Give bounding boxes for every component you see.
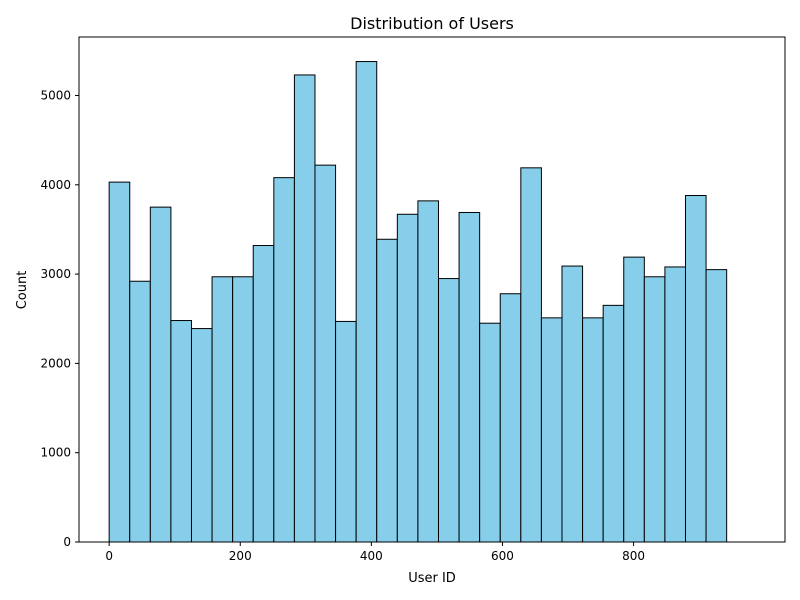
x-tick-label: 400	[360, 549, 383, 563]
histogram-bar	[190, 328, 213, 543]
y-tick-label: 5000	[40, 88, 71, 102]
histogram-bar	[664, 266, 686, 543]
histogram-bar	[314, 164, 337, 543]
histogram-bar	[540, 317, 563, 543]
histogram-bar	[561, 265, 584, 543]
histogram-bar	[335, 320, 357, 543]
histogram-bar	[417, 200, 439, 543]
histogram-bar	[684, 195, 707, 543]
histogram-bar	[232, 276, 254, 543]
histogram-bar	[499, 293, 522, 543]
histogram-bar	[108, 181, 131, 543]
x-tick-label: 600	[491, 549, 514, 563]
histogram-bar	[252, 245, 275, 543]
plot-frame	[78, 36, 786, 543]
y-tick-label: 3000	[40, 267, 71, 281]
histogram-bar	[643, 276, 666, 543]
x-axis-ticks: 0 200 400 600 800	[105, 542, 645, 563]
histogram-bar	[479, 322, 501, 543]
histogram-bar	[129, 280, 151, 543]
y-axis-ticks: 0 1000 2000 3000 4000 5000	[40, 88, 79, 549]
y-tick-label: 0	[63, 535, 71, 549]
y-tick-label: 2000	[40, 356, 71, 370]
histogram-bar	[458, 211, 481, 543]
x-tick-label: 800	[622, 549, 645, 563]
y-axis-label: Count	[15, 271, 30, 310]
histogram-bar	[602, 304, 625, 543]
histogram-bar	[149, 206, 172, 543]
histogram-bar	[211, 276, 234, 543]
y-tick-label: 1000	[40, 446, 71, 460]
chart-title: Distribution of Users	[350, 14, 514, 33]
histogram-bar	[437, 278, 460, 543]
histogram-bar	[355, 61, 378, 543]
histogram-bar	[376, 238, 398, 543]
x-tick-label: 0	[105, 549, 113, 563]
histogram-bar	[705, 269, 728, 543]
histogram-bar	[273, 177, 295, 543]
histogram-bar	[520, 167, 542, 543]
y-tick-label: 4000	[40, 178, 71, 192]
x-tick-label: 200	[229, 549, 252, 563]
bars-group	[108, 61, 728, 543]
histogram-bar	[170, 320, 192, 543]
histogram-bar	[293, 74, 316, 543]
histogram-bar	[396, 213, 419, 543]
x-axis-label: User ID	[408, 571, 456, 586]
histogram-bar	[623, 256, 645, 543]
histogram-bar	[582, 317, 604, 543]
